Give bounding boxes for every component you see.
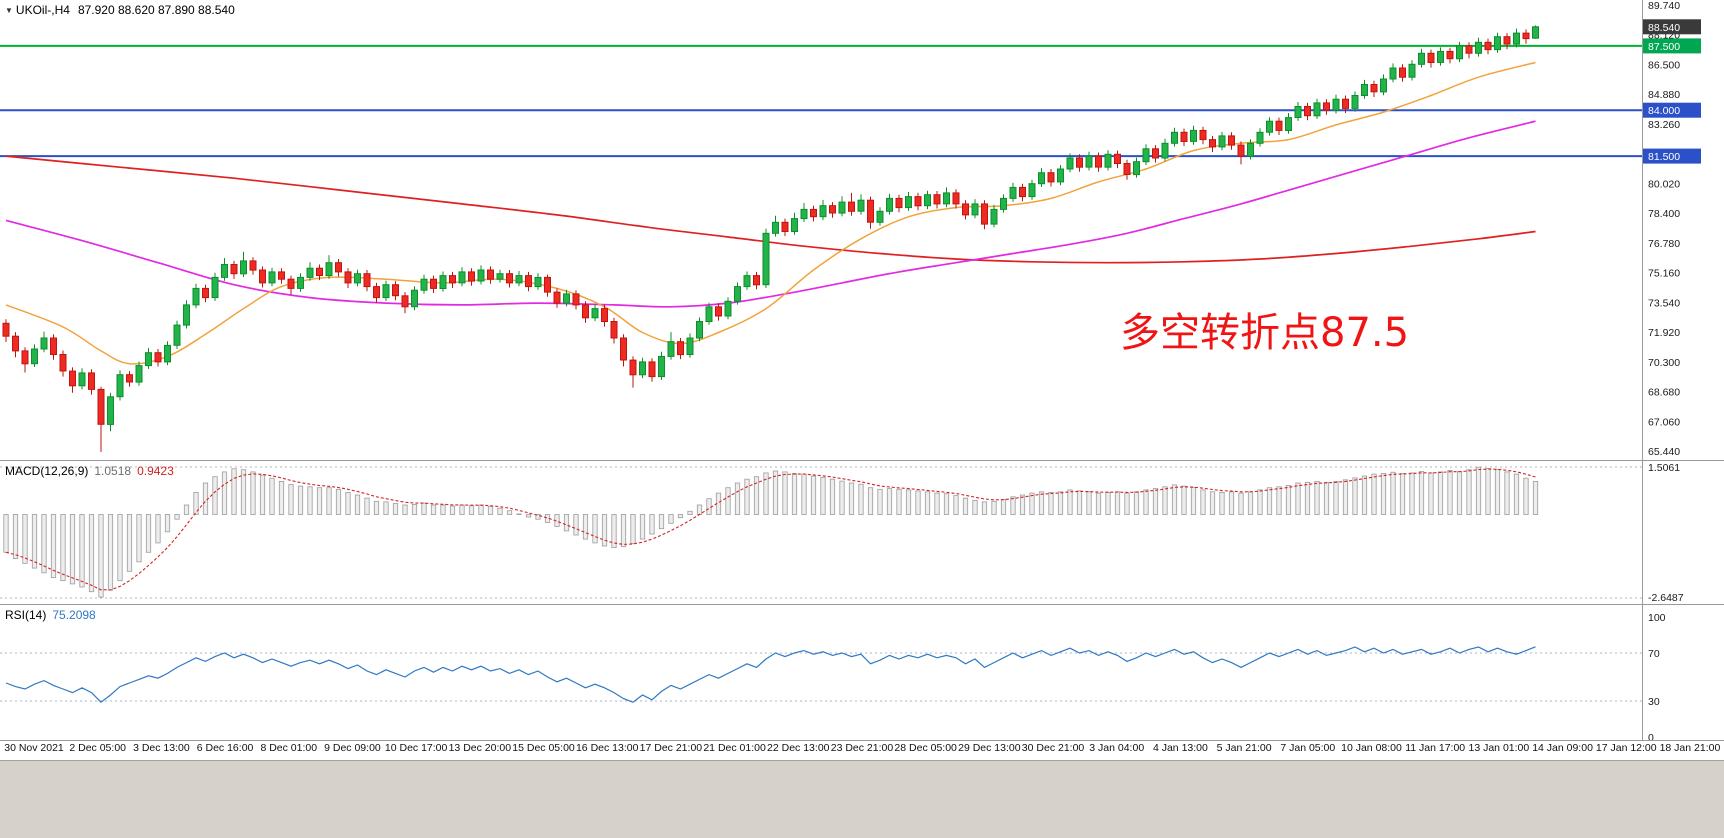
time-label: 16 Dec 13:00 [575,742,639,754]
price-axis-label: 80.020 [1648,178,1680,190]
time-label: 10 Jan 08:00 [1341,742,1402,754]
macd-title: MACD(12,26,9) 1.0518 0.9423 [5,464,180,478]
price-axis-label: 86.500 [1648,59,1680,71]
time-label: 22 Dec 13:00 [767,742,830,754]
time-label: 17 Jan 12:00 [1595,742,1657,754]
time-axis[interactable]: 30 Nov 2021 2 Dec 05:00 3 Dec 13:00 6 Dec 1… [0,742,1724,758]
symbol-period-label: UKOil-,H4 [15,3,70,17]
rsi-label: RSI(14) [5,608,47,622]
svg-text:87.500: 87.500 [1648,41,1680,53]
ohlc-values: 87.920 88.620 87.890 88.540 [77,3,235,17]
rsi-value: 75.2098 [52,608,96,622]
time-label: 5 Jan 21:00 [1216,742,1272,754]
rsi-plot[interactable]: 100 70 30 0 [0,605,1724,744]
svg-text:88.540: 88.540 [1648,22,1680,34]
bottom-margin [0,760,1724,838]
price-axis-label: 84.880 [1648,89,1680,101]
time-label: 28 Dec 05:00 [894,742,957,754]
chart-title: ▼ UKOil-,H4 87.920 88.620 87.890 88.540 [5,3,235,17]
macd-signal-value: 0.9423 [137,464,174,478]
ma-magenta-line [5,120,1536,308]
rsi-title: RSI(14) 75.2098 [5,608,102,622]
rsi-svg: 100 70 30 0 [0,605,1724,744]
rsi-axis-label: 100 [1648,612,1666,624]
time-label: 7 Jan 05:00 [1280,742,1336,754]
price-axis-label: 68.680 [1648,387,1680,399]
price-axis-label: 78.400 [1648,208,1680,220]
time-label: 10 Dec 17:00 [384,742,448,754]
price-tag: 87.500 [1643,38,1701,54]
symbol-dropdown-icon[interactable]: ▼ [5,6,13,16]
time-label: 15 Dec 05:00 [512,742,575,754]
time-label: 3 Jan 04:00 [1089,742,1145,754]
rsi-axis-label: 30 [1648,696,1660,708]
time-label: 11 Jan 17:00 [1405,742,1466,754]
time-label: 23 Dec 21:00 [830,742,894,754]
time-label: 13 Dec 20:00 [448,742,512,754]
price-axis-label: 73.540 [1648,297,1680,309]
price-axis-label: 89.740 [1648,0,1680,12]
time-label: 4 Jan 13:00 [1152,742,1208,754]
price-axis-label: 65.440 [1648,446,1680,458]
time-label: 30 Nov 2021 [4,742,64,754]
price-axis-label: 76.780 [1648,238,1680,250]
panel-separator-macd[interactable] [0,460,1724,461]
price-tag: 88.540 [1643,19,1701,35]
main-chart-plot[interactable]: 89.74088.12086.50084.88083.26081.64080.0… [0,0,1724,460]
rsi-axis-label: 70 [1648,648,1660,660]
time-label: 21 Dec 01:00 [703,742,766,754]
ma-orange-line [5,61,1536,365]
chart-annotation-text: 多空转折点87.5 [1120,310,1410,356]
time-label: 18 Jan 21:00 [1659,742,1721,754]
macd-signal-line [5,468,1536,591]
macd-axis-min: -2.6487 [1648,592,1684,604]
time-label: 30 Dec 21:00 [1021,742,1085,754]
time-label: 14 Jan 09:00 [1532,742,1593,754]
macd-label: MACD(12,26,9) [5,464,89,478]
main-chart-svg: 89.74088.12086.50084.88083.26081.64080.0… [0,0,1701,460]
time-label: 3 Dec 13:00 [133,742,190,754]
macd-histogram [3,466,1539,598]
time-axis-separator [0,740,1724,741]
time-label: 9 Dec 09:00 [324,742,381,754]
price-tag: 81.500 [1643,148,1701,164]
svg-text:84.000: 84.000 [1648,105,1680,117]
price-axis-label: 71.920 [1648,327,1680,339]
price-axis-label: 83.260 [1648,119,1680,131]
time-label: 17 Dec 21:00 [639,742,703,754]
price-scale[interactable] [1643,0,1724,740]
svg-text:81.500: 81.500 [1648,151,1680,163]
macd-plot[interactable]: 1.5061 -2.6487 [0,461,1724,604]
time-label: 8 Dec 01:00 [260,742,318,754]
panel-separator-rsi[interactable] [0,604,1724,605]
time-label: 2 Dec 05:00 [69,742,126,754]
candles-layer [2,25,1539,452]
macd-axis-max: 1.5061 [1648,462,1680,474]
price-axis-label: 70.300 [1648,357,1680,369]
rsi-axis-label: 0 [1648,732,1654,740]
time-label: 13 Jan 01:00 [1468,742,1530,754]
time-label: 6 Dec 16:00 [196,742,254,754]
rsi-line [5,646,1536,703]
time-label: 29 Dec 13:00 [958,742,1021,754]
price-scale-border [1642,0,1643,740]
price-axis-label: 67.060 [1648,416,1680,428]
macd-main-value: 1.0518 [94,464,132,478]
macd-svg: 1.5061 -2.6487 [0,461,1724,604]
price-axis-label: 75.160 [1648,268,1680,280]
price-tag: 84.000 [1643,102,1701,118]
